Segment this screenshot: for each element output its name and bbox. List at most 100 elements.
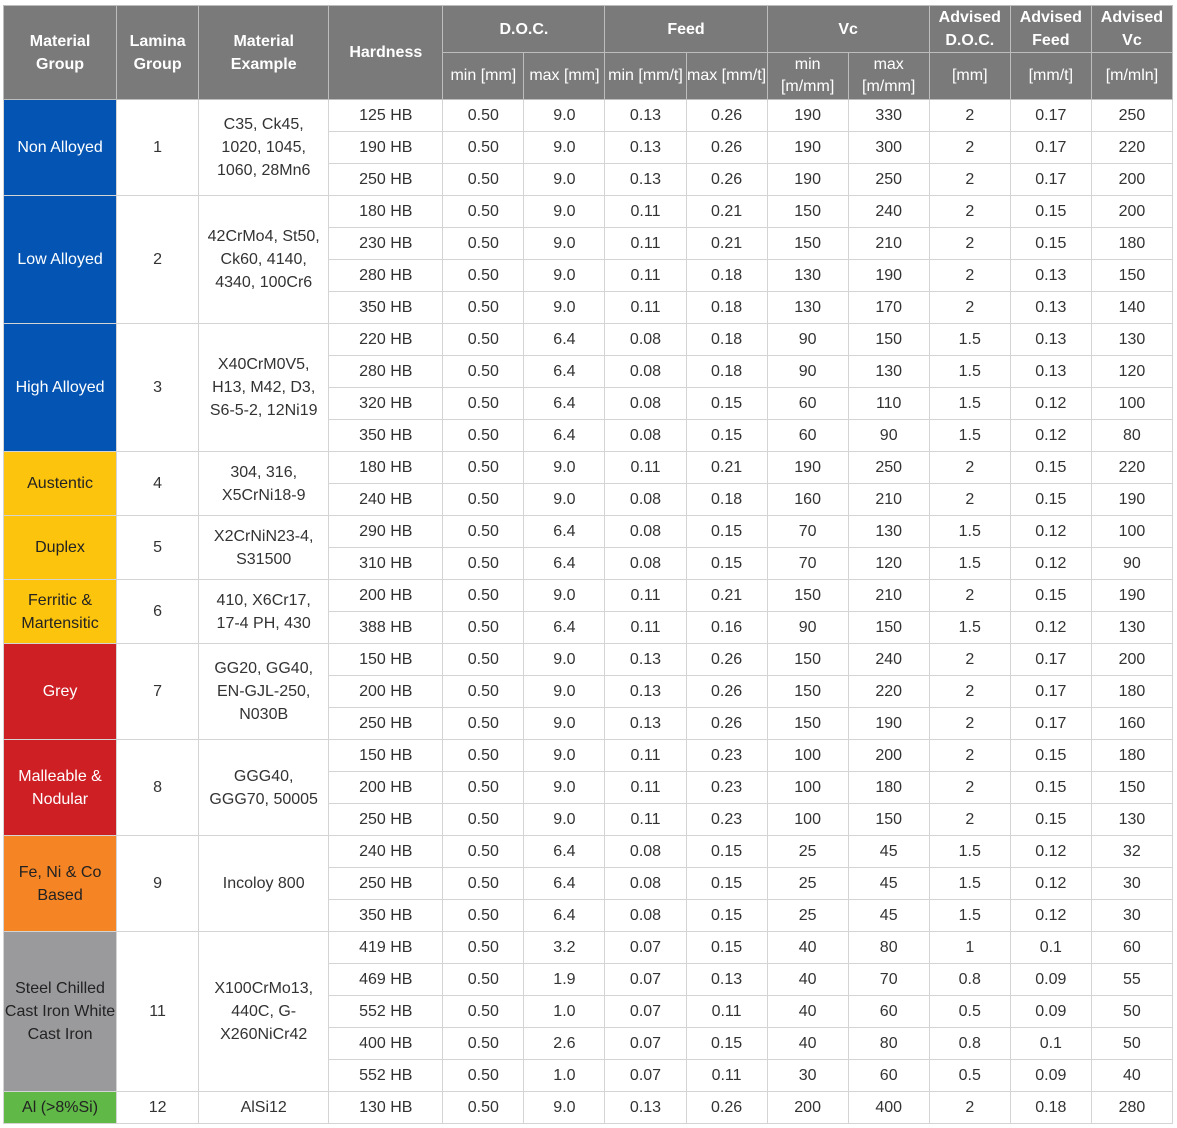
- vc-max-cell: 45: [847, 867, 930, 900]
- doc-min-cell: 0.50: [442, 131, 525, 164]
- vc-max-cell: 70: [847, 963, 930, 996]
- feed-min-cell: 0.13: [604, 1091, 687, 1124]
- advised-vc-cell: 30: [1090, 899, 1174, 932]
- feed-min-cell: 0.08: [604, 547, 687, 580]
- advised-feed-cell: 0.1: [1009, 931, 1092, 964]
- advised-vc-cell: 130: [1090, 803, 1174, 836]
- advised-doc-cell: 1.5: [928, 387, 1011, 420]
- header-advised-vc: Advised Vc: [1090, 5, 1174, 53]
- advised-feed-cell: 0.17: [1009, 707, 1092, 740]
- advised-vc-cell: 40: [1090, 1059, 1174, 1092]
- header-advised-doc-unit: [mm]: [928, 52, 1011, 100]
- vc-min-cell: 130: [766, 291, 849, 324]
- feed-min-cell: 0.08: [604, 867, 687, 900]
- advised-vc-cell: 160: [1090, 707, 1174, 740]
- advised-feed-cell: 0.15: [1009, 739, 1092, 772]
- hardness-cell: 250 HB: [328, 707, 444, 740]
- advised-doc-cell: 2: [928, 259, 1011, 292]
- feed-min-cell: 0.13: [604, 643, 687, 676]
- advised-vc-cell: 150: [1090, 259, 1174, 292]
- lamina-group-cell: 6: [116, 579, 200, 644]
- hardness-cell: 350 HB: [328, 291, 444, 324]
- table-row: High Alloyed 3 X40CrM0V5, H13, M42, D3, S6…: [2, 323, 1174, 452]
- material-group-cell: Al (>8%Si): [2, 1091, 118, 1124]
- material-group-cell: Steel Chilled Cast Iron White Cast Iron: [2, 931, 118, 1092]
- table-row: 230 HB 0.50 9.0 0.11 0.21 150 210 2 0.15 180: [4, 227, 1174, 260]
- hardness-cell: 290 HB: [328, 515, 444, 548]
- feed-min-cell: 0.11: [604, 451, 687, 484]
- header-lamina-group: Lamina Group: [116, 5, 200, 100]
- advised-feed-cell: 0.15: [1009, 579, 1092, 612]
- hardness-cell: 240 HB: [328, 483, 444, 516]
- vc-min-cell: 40: [766, 963, 849, 996]
- table-row: 190 HB 0.50 9.0 0.13 0.26 190 300 2 0.17 220: [4, 131, 1174, 164]
- feed-max-cell: 0.15: [685, 867, 768, 900]
- doc-max-cell: 9.0: [523, 803, 606, 836]
- vc-min-cell: 25: [766, 899, 849, 932]
- cutting-data-table: Material Group Lamina Group Material Exa…: [2, 5, 1174, 1124]
- hardness-cell: 419 HB: [328, 931, 444, 964]
- advised-doc-cell: 2: [928, 483, 1011, 516]
- material-example-cell: 304, 316, X5CrNi18-9: [198, 451, 330, 516]
- doc-min-cell: 0.50: [442, 643, 525, 676]
- feed-min-cell: 0.13: [604, 707, 687, 740]
- advised-vc-cell: 100: [1090, 387, 1174, 420]
- advised-doc-cell: 1: [928, 931, 1011, 964]
- feed-min-cell: 0.07: [604, 1059, 687, 1092]
- hardness-cell: 350 HB: [328, 899, 444, 932]
- vc-min-cell: 150: [766, 579, 849, 612]
- table-row: Malleable & Nodular 8 GGG40, GGG70, 50005 1…: [2, 739, 1174, 836]
- doc-min-cell: 0.50: [442, 1027, 525, 1060]
- vc-max-cell: 240: [847, 643, 930, 676]
- vc-max-cell: 250: [847, 451, 930, 484]
- feed-max-cell: 0.21: [685, 195, 768, 228]
- doc-max-cell: 9.0: [523, 99, 606, 132]
- vc-max-cell: 110: [847, 387, 930, 420]
- advised-doc-cell: 1.5: [928, 323, 1011, 356]
- feed-min-cell: 0.11: [604, 579, 687, 612]
- advised-vc-cell: 60: [1090, 931, 1174, 964]
- doc-max-cell: 6.4: [523, 323, 606, 356]
- feed-min-cell: 0.07: [604, 963, 687, 996]
- header-feed-max: max [mm/t]: [685, 52, 768, 100]
- feed-max-cell: 0.13: [685, 963, 768, 996]
- advised-vc-cell: 55: [1090, 963, 1174, 996]
- hardness-cell: 190 HB: [328, 131, 444, 164]
- doc-min-cell: 0.50: [442, 451, 525, 484]
- advised-feed-cell: 0.15: [1009, 803, 1092, 836]
- doc-max-cell: 9.0: [523, 483, 606, 516]
- header-material-example: Material Example: [198, 5, 330, 100]
- doc-max-cell: 9.0: [523, 163, 606, 196]
- vc-min-cell: 90: [766, 611, 849, 644]
- advised-vc-cell: 220: [1090, 451, 1174, 484]
- advised-doc-cell: 0.8: [928, 1027, 1011, 1060]
- advised-doc-cell: 0.5: [928, 995, 1011, 1028]
- hardness-cell: 388 HB: [328, 611, 444, 644]
- hardness-cell: 552 HB: [328, 995, 444, 1028]
- lamina-group-cell: 11: [116, 931, 200, 1092]
- hardness-cell: 200 HB: [328, 771, 444, 804]
- advised-feed-cell: 0.17: [1009, 675, 1092, 708]
- doc-min-cell: 0.50: [442, 547, 525, 580]
- feed-max-cell: 0.11: [685, 995, 768, 1028]
- feed-max-cell: 0.18: [685, 355, 768, 388]
- header-hardness: Hardness: [328, 5, 444, 100]
- table-row: Al (>8%Si) 12 AlSi12 130 HB 0.50 9.0 0.13 0.26 2…: [2, 1091, 1174, 1124]
- doc-max-cell: 6.4: [523, 899, 606, 932]
- table-row: 350 HB 0.50 6.4 0.08 0.15 25 45 1.5 0.12 30: [4, 899, 1174, 932]
- advised-doc-cell: 2: [928, 451, 1011, 484]
- advised-vc-cell: 190: [1090, 579, 1174, 612]
- advised-feed-cell: 0.09: [1009, 963, 1092, 996]
- table-row: 388 HB 0.50 6.4 0.11 0.16 90 150 1.5 0.12 130: [4, 611, 1174, 644]
- doc-max-cell: 1.9: [523, 963, 606, 996]
- vc-max-cell: 400: [847, 1091, 930, 1124]
- advised-feed-cell: 0.17: [1009, 99, 1092, 132]
- feed-max-cell: 0.26: [685, 707, 768, 740]
- feed-min-cell: 0.13: [604, 163, 687, 196]
- doc-min-cell: 0.50: [442, 291, 525, 324]
- doc-max-cell: 3.2: [523, 931, 606, 964]
- doc-max-cell: 6.4: [523, 547, 606, 580]
- table-row: 400 HB 0.50 2.6 0.07 0.15 40 80 0.8 0.1 50: [4, 1027, 1174, 1060]
- advised-feed-cell: 0.13: [1009, 259, 1092, 292]
- advised-vc-cell: 200: [1090, 643, 1174, 676]
